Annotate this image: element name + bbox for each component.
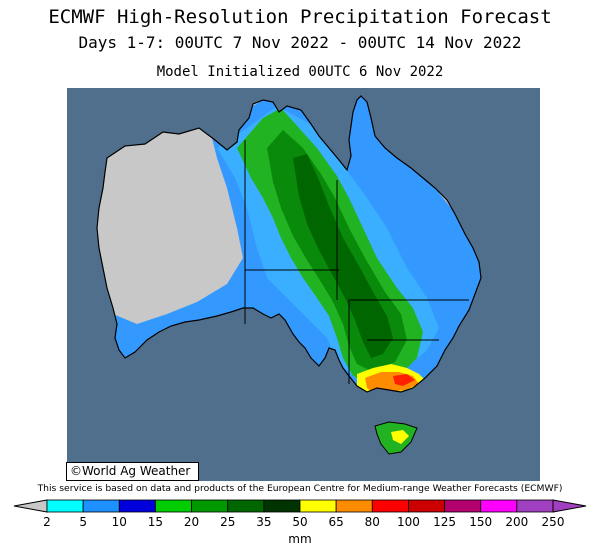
legend-color-swatch xyxy=(299,499,337,513)
legend-color-swatch xyxy=(516,499,554,513)
legend-tick-label: 5 xyxy=(79,515,87,529)
legend-tick-labels: 2 5 10 15 20 25 35 50 65 80 100 125 150 200 250 xyxy=(43,515,564,529)
legend-unit: mm xyxy=(288,532,311,546)
legend-under-arrow xyxy=(13,499,48,513)
tasmania-heavy-rain xyxy=(391,430,409,444)
legend-color-swatch xyxy=(155,499,192,513)
legend-tick-label: 10 xyxy=(112,515,127,529)
legend-color-swatch xyxy=(480,499,518,513)
forecast-period: Days 1-7: 00UTC 7 Nov 2022 - 00UTC 14 No… xyxy=(78,33,522,52)
legend-colorbar xyxy=(13,499,587,513)
legend-tick-label: 20 xyxy=(184,515,199,529)
legend-color-swatch xyxy=(335,499,373,513)
legend-color-swatch xyxy=(408,499,445,513)
australia-landmass xyxy=(96,95,482,455)
legend-color-swatch xyxy=(371,499,409,513)
legend-over-arrow xyxy=(552,499,587,513)
legend-tick-label: 200 xyxy=(505,515,528,529)
legend-tick-label: 250 xyxy=(542,515,565,529)
legend-tick-label: 50 xyxy=(292,515,307,529)
legend-color-swatch xyxy=(227,499,265,513)
legend-color-swatch xyxy=(82,499,120,513)
state-borders xyxy=(244,140,469,384)
legend-tick-label: 35 xyxy=(256,515,271,529)
legend-color-swatch xyxy=(444,499,482,513)
legend-tick-label: 65 xyxy=(329,515,344,529)
legend-tick-label: 80 xyxy=(365,515,380,529)
map-title: ECMWF High-Resolution Precipitation Fore… xyxy=(48,6,552,28)
rain-band-35mm xyxy=(293,154,393,358)
legend-color-swatch xyxy=(263,499,301,513)
rain-band-100mm xyxy=(393,374,415,386)
legend-tick-label: 100 xyxy=(397,515,420,529)
precipitation-map xyxy=(67,88,540,481)
legend-tick-label: 25 xyxy=(220,515,235,529)
legend-tick-label: 125 xyxy=(433,515,456,529)
precipitation-legend: 2 5 10 15 20 25 35 50 65 80 100 125 150 200 250 mm xyxy=(13,499,587,546)
legend-color-swatch xyxy=(191,499,229,513)
legend-tick-label: 2 xyxy=(43,515,51,529)
ecmwf-service-note: This service is based on data and produc… xyxy=(37,483,563,494)
legend-tick-label: 150 xyxy=(469,515,492,529)
legend-color-swatch xyxy=(118,499,156,513)
legend-color-swatch xyxy=(46,499,84,513)
legend-tick-label: 15 xyxy=(148,515,163,529)
world-ag-weather-credit: ©World Ag Weather xyxy=(66,462,199,481)
model-initialized: Model Initialized 00UTC 6 Nov 2022 xyxy=(156,64,444,80)
